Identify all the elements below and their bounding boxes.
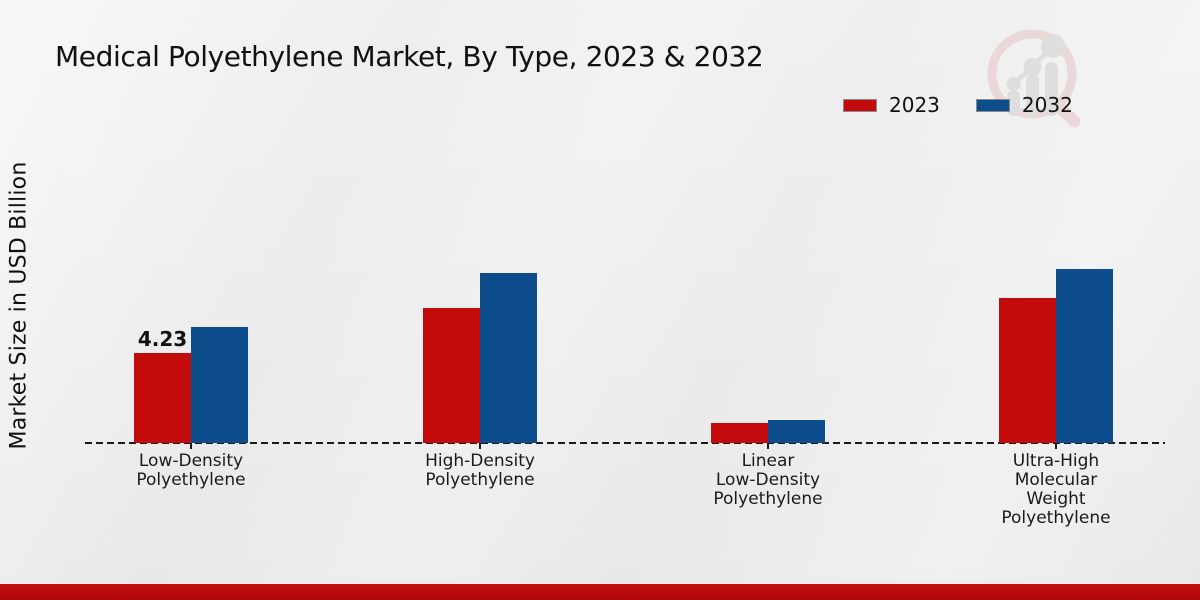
magnifier-growth-chart-logo-icon [987, 29, 1081, 128]
bar-2032-linear-low-density-polyethylene [768, 420, 825, 443]
category-label: Linear Low-Density Polyethylene [713, 451, 823, 509]
bar-2032-ultra-high-molecular-weight-polyethylene [1056, 269, 1113, 443]
bar-2023-linear-low-density-polyethylene [711, 423, 768, 443]
category-label: High-Density Polyethylene [425, 451, 535, 490]
footer-accent-bar [0, 584, 1200, 600]
bar-2023-high-density-polyethylene [423, 308, 480, 443]
bar-2032-high-density-polyethylene [480, 273, 537, 443]
category-label: Low-Density Polyethylene [136, 451, 246, 490]
x-axis-tick [767, 443, 769, 449]
x-axis-tick [1055, 443, 1057, 449]
bar-2023-low-density-polyethylene [134, 353, 191, 443]
legend-item-2032: 2032 [975, 93, 1073, 117]
legend-label: 2023 [889, 93, 940, 117]
x-axis-tick [190, 443, 192, 449]
legend: 2023 2032 [843, 93, 1073, 117]
bar-2023-ultra-high-molecular-weight-polyethylene [999, 298, 1056, 443]
legend-swatch-icon [843, 98, 877, 112]
chart-title: Medical Polyethylene Market, By Type, 20… [55, 40, 764, 73]
category-label: Ultra-High Molecular Weight Polyethylene [1001, 451, 1111, 528]
bar-2032-low-density-polyethylene [191, 327, 248, 443]
legend-swatch-icon [975, 98, 1010, 112]
legend-label: 2032 [1021, 93, 1073, 117]
bar-value-label: 4.23 [137, 326, 188, 351]
legend-item-2023: 2023 [843, 93, 940, 117]
x-axis-baseline [85, 442, 1165, 444]
x-axis-tick [479, 443, 481, 449]
